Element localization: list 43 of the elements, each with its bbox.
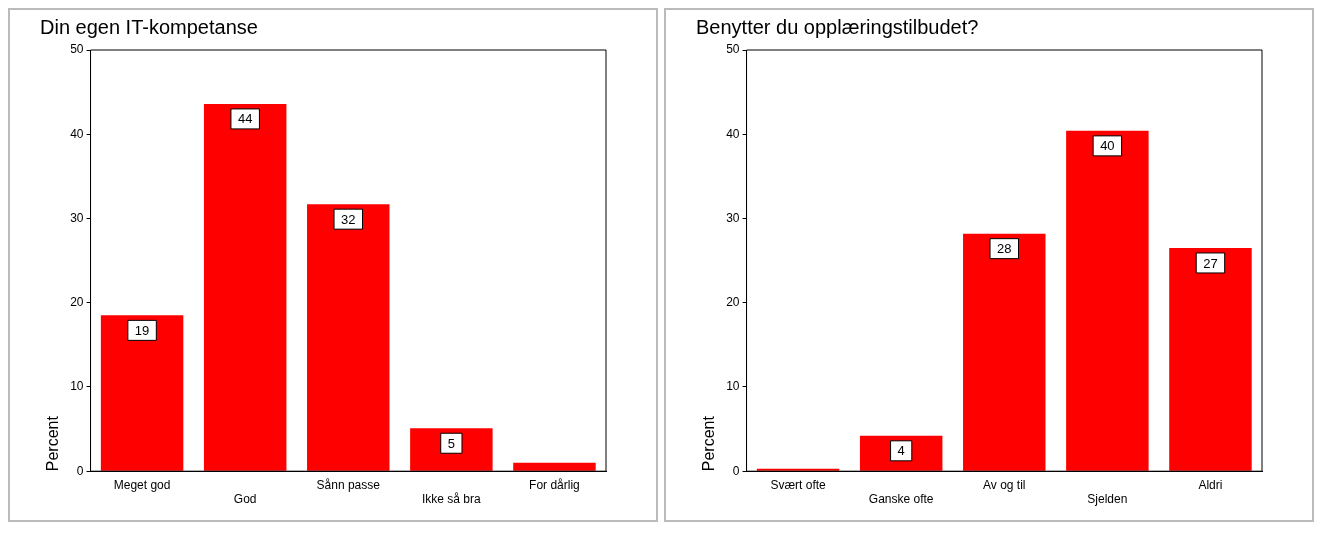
x-tick-label: Aldri	[1198, 477, 1223, 492]
data-label: 5	[447, 435, 455, 451]
bar	[203, 103, 287, 471]
x-tick-label: Sånn passe	[316, 477, 381, 492]
x-tick-label: Av og til	[983, 477, 1026, 492]
y-tick-label: 30	[70, 210, 84, 225]
bar	[1066, 130, 1149, 471]
x-tick-label: Svært ofte	[770, 477, 827, 492]
data-label: 40	[1100, 138, 1115, 154]
x-tick-label: God	[233, 492, 257, 507]
y-tick-label: 10	[726, 379, 740, 394]
x-tick-label: Ganske ofte	[868, 492, 934, 507]
data-label: 44	[237, 111, 253, 127]
bar	[513, 462, 596, 471]
y-tick-label: 20	[70, 295, 84, 310]
bar	[963, 233, 1046, 471]
chart-title: Benytter du opplæringstilbudet?	[696, 15, 979, 38]
chart-title: Din egen IT-kompetanse	[40, 15, 258, 38]
y-tick-label: 50	[726, 42, 740, 57]
y-tick-label: 30	[726, 210, 740, 225]
data-label: 19	[134, 322, 150, 338]
data-label: 4	[897, 443, 905, 459]
data-label: 32	[341, 211, 356, 227]
y-tick-label: 40	[70, 126, 84, 141]
y-tick-label: 50	[70, 42, 84, 57]
y-tick-label: 0	[732, 463, 740, 478]
x-tick-label: Meget god	[113, 477, 171, 492]
y-tick-label: 0	[76, 463, 84, 478]
y-axis-title: Percent	[44, 415, 62, 472]
bar	[756, 468, 840, 471]
bar	[307, 204, 390, 471]
y-tick-label: 40	[726, 126, 740, 141]
bar	[100, 315, 184, 471]
x-tick-label: For dårlig	[529, 477, 580, 492]
data-label: 27	[1203, 255, 1218, 271]
x-tick-label: Sjelden	[1087, 492, 1128, 507]
data-label: 28	[997, 241, 1012, 257]
bar	[410, 428, 493, 471]
y-axis-title: Percent	[700, 415, 718, 472]
y-tick-label: 20	[726, 295, 740, 310]
x-tick-label: Ikke så bra	[422, 492, 482, 507]
y-tick-label: 10	[70, 379, 84, 394]
bar	[1169, 247, 1252, 471]
